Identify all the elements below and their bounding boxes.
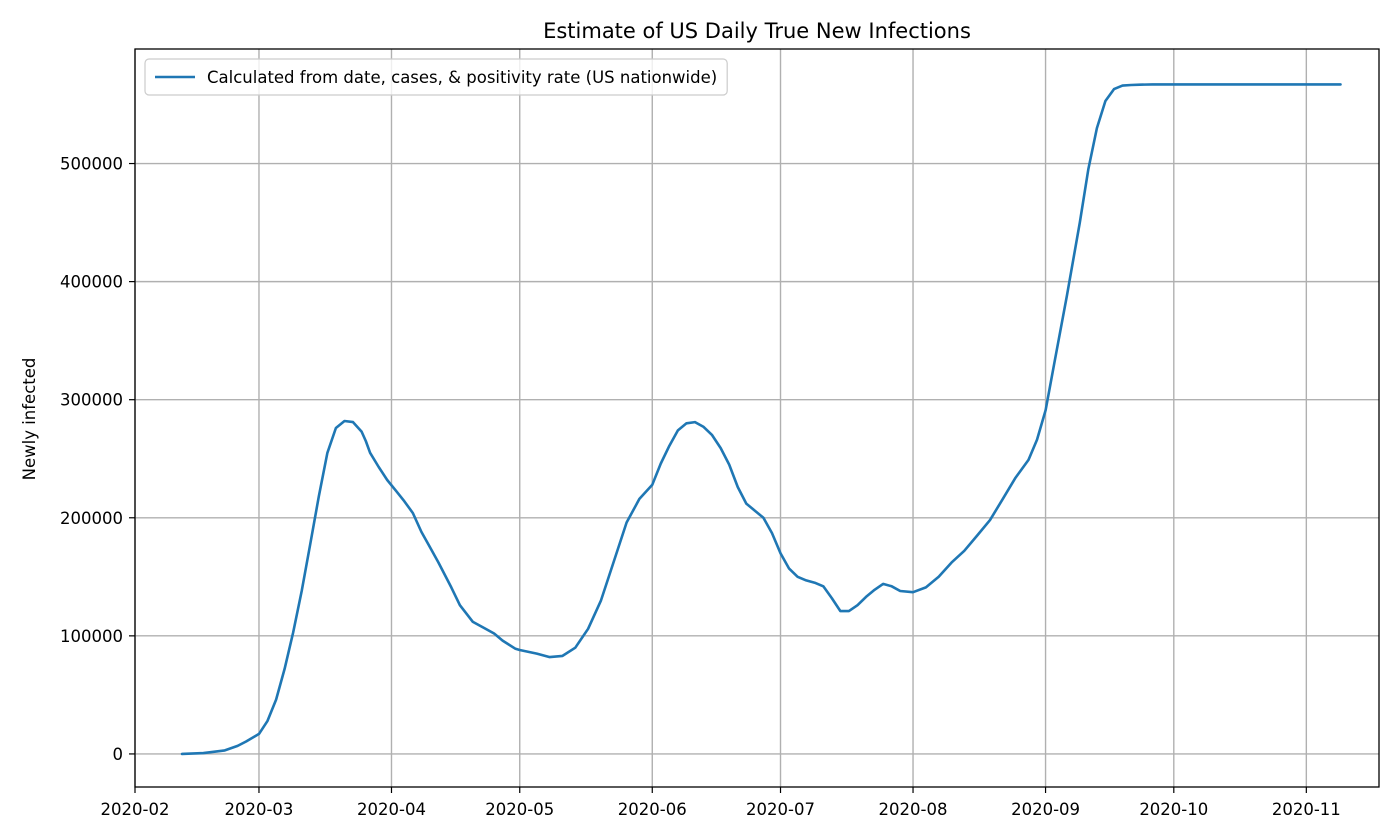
series-line [180,83,1342,756]
x-tick-label: 2020-04 [357,800,426,819]
legend-label: Calculated from date, cases, & positivit… [207,68,717,87]
x-tick-label: 2020-09 [1011,800,1080,819]
y-tick-label: 100000 [60,627,123,646]
legend: Calculated from date, cases, & positivit… [144,58,728,96]
x-tick-label: 2020-03 [224,800,293,819]
y-tick-label: 500000 [60,155,123,174]
x-tick-label: 2020-06 [618,800,687,819]
x-tick-label: 2020-11 [1272,800,1341,819]
legend-box [144,58,728,96]
y-tick-label: 400000 [60,273,123,292]
x-tick-label: 2020-05 [485,800,554,819]
axes-frame [134,48,1380,788]
y-axis-label: Newly infected [20,358,39,481]
chart-title: Estimate of US Daily True New Infections [543,19,971,43]
x-tick-label: 2020-08 [879,800,948,819]
x-tick-label: 2020-10 [1139,800,1208,819]
plot-area: 2020-02 2020-03 2020-04 2020-05 2020-06 2020-… [60,48,1380,819]
y-tick-label: 0 [113,745,124,764]
x-tick-label: 2020-07 [746,800,815,819]
plot-background [135,49,1379,787]
y-tick-label: 300000 [60,391,123,410]
y-tick-label: 200000 [60,509,123,528]
x-tick-label: 2020-02 [101,800,170,819]
